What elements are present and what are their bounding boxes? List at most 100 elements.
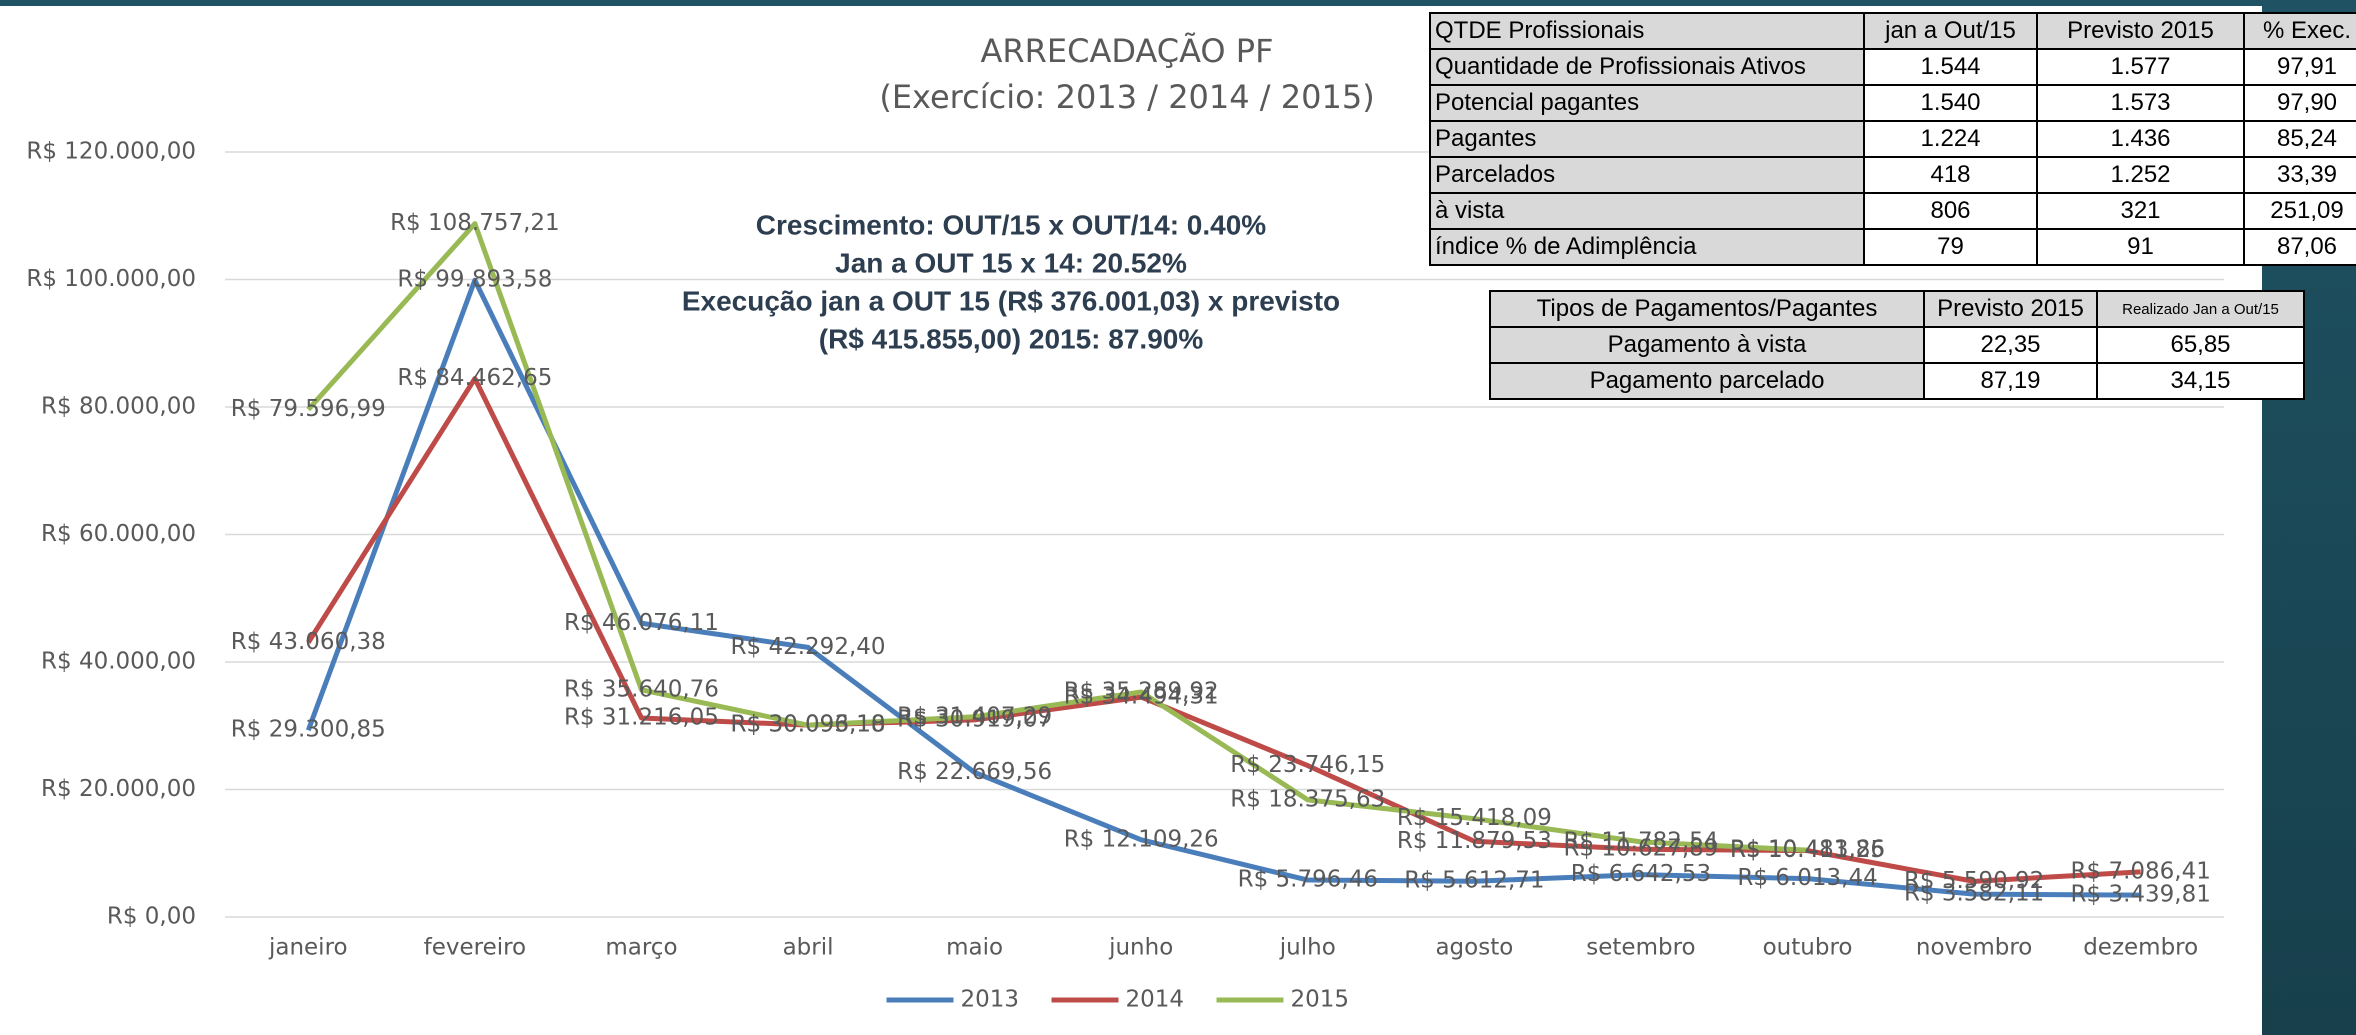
- table-cell: 34,15: [2096, 362, 2305, 400]
- legend-label: 2015: [1291, 987, 1350, 1013]
- data-label: R$ 12.109,26: [1064, 826, 1219, 852]
- table-payments: Tipos de Pagamentos/Pagantes Previsto 201…: [1489, 290, 2305, 400]
- data-label: R$ 15.418,09: [1397, 805, 1552, 831]
- table-cell: 806: [1863, 192, 2038, 230]
- y-tick-label: R$ 120.000,00: [26, 139, 196, 165]
- table-row: Potencial pagantes 1.540 1.573 97,90: [1429, 84, 2356, 122]
- table-row: Quantidade de Profissionais Ativos 1.544 1…: [1429, 48, 2356, 86]
- y-tick-label: R$ 60.000,00: [41, 521, 196, 547]
- series-line: [306, 376, 2141, 884]
- table-cell: jan a Out/15: [1863, 12, 2038, 50]
- y-tick-label: R$ 100.000,00: [26, 266, 196, 292]
- data-label: R$ 5.612,71: [1404, 868, 1544, 894]
- data-label: R$ 6.642,53: [1571, 861, 1711, 887]
- table-cell: 1.544: [1863, 48, 2038, 86]
- table-row: Pagamento parcelado 87,19 34,15: [1489, 362, 2305, 400]
- annotation: Jan a OUT 15 x 14: 20.52%: [835, 247, 1187, 278]
- annotation: Execução jan a OUT 15 (R$ 376.001,03) x …: [682, 285, 1340, 316]
- data-label: R$ 3.582,11: [1904, 881, 2044, 907]
- x-tick-label: fevereiro: [424, 935, 527, 961]
- x-tick-label: agosto: [1435, 935, 1513, 961]
- table-row: Parcelados 418 1.252 33,39: [1429, 156, 2356, 194]
- table-cell: 418: [1863, 156, 2038, 194]
- table-cell: índice % de Adimplência: [1429, 228, 1865, 266]
- table-cell: Pagamento parcelado: [1489, 362, 1925, 400]
- y-tick-label: R$ 0,00: [107, 904, 196, 930]
- y-tick-label: R$ 40.000,00: [41, 649, 196, 675]
- data-label: R$ 6.013,44: [1737, 865, 1877, 891]
- table-cell: 97,91: [2243, 48, 2356, 86]
- x-tick-label: julho: [1279, 935, 1336, 961]
- data-label: R$ 7.086,41: [2071, 858, 2211, 884]
- table-cell: 87,19: [1923, 362, 2098, 400]
- table-cell: Potencial pagantes: [1429, 84, 1865, 122]
- table-cell: Tipos de Pagamentos/Pagantes: [1489, 290, 1925, 328]
- data-label: R$ 10.411,25: [1730, 837, 1885, 863]
- table-cell: 97,90: [2243, 84, 2356, 122]
- x-tick-label: maio: [946, 935, 1003, 961]
- table-cell: 85,24: [2243, 120, 2356, 158]
- data-label: R$ 10.627,89: [1563, 836, 1718, 862]
- data-label: R$ 108.757,21: [390, 210, 560, 236]
- table-row: índice % de Adimplência 79 91 87,06: [1429, 228, 2356, 266]
- data-label: R$ 43.060,38: [231, 629, 386, 655]
- table-cell: QTDE Profissionais: [1429, 12, 1865, 50]
- table-cell: 1.540: [1863, 84, 2038, 122]
- table-row: QTDE Profissionais jan a Out/15 Previsto 2…: [1429, 12, 2356, 50]
- data-label: R$ 31.216,05: [564, 704, 719, 730]
- table-row: à vista 806 321 251,09: [1429, 192, 2356, 230]
- data-label: R$ 10.483,86: [1730, 837, 1885, 863]
- table-cell: % Exec.: [2243, 12, 2356, 50]
- legend-label: 2014: [1126, 987, 1185, 1013]
- data-label: R$ 30.093,18: [731, 712, 886, 738]
- data-label: R$ 34.494,31: [1064, 684, 1219, 710]
- data-label: R$ 11.879,53: [1397, 828, 1552, 854]
- table-cell: 79: [1863, 228, 2038, 266]
- data-label: R$ 23.746,15: [1230, 752, 1385, 778]
- data-label: R$ 5.796,46: [1238, 867, 1378, 893]
- top-band: [0, 0, 2356, 6]
- table-cell: 321: [2036, 192, 2245, 230]
- table-row: Pagamento à vista 22,35 65,85: [1489, 326, 2305, 364]
- legend-label: 2013: [961, 987, 1020, 1013]
- chart-title: ARRECADAÇÃO PF: [981, 32, 1274, 70]
- table-cell: 65,85: [2096, 326, 2305, 364]
- table-cell: Quantidade de Profissionais Ativos: [1429, 48, 1865, 86]
- x-tick-label: junho: [1108, 935, 1173, 961]
- table-cell: 87,06: [2243, 228, 2356, 266]
- table-cell: 91: [2036, 228, 2245, 266]
- data-label: R$ 29.300,85: [231, 717, 386, 743]
- x-tick-label: setembro: [1586, 935, 1695, 961]
- table-cell: 33,39: [2243, 156, 2356, 194]
- table-cell: Pagantes: [1429, 120, 1865, 158]
- annotation: Crescimento: OUT/15 x OUT/14: 0.40%: [756, 209, 1267, 240]
- data-label: R$ 46.076,11: [564, 610, 719, 636]
- data-label: R$ 35.289,92: [1064, 679, 1219, 705]
- x-tick-label: janeiro: [268, 935, 348, 961]
- data-label: R$ 11.782,54: [1563, 828, 1718, 854]
- table-cell: 1.224: [1863, 120, 2038, 158]
- data-label: R$ 30.096,10: [731, 712, 886, 738]
- data-label: R$ 18.375,63: [1230, 786, 1385, 812]
- x-tick-label: dezembro: [2083, 935, 2198, 961]
- data-label: R$ 42.292,40: [731, 634, 886, 660]
- data-label: R$ 79.596,99: [231, 396, 386, 422]
- table-cell: Parcelados: [1429, 156, 1865, 194]
- table-cell: 1.577: [2036, 48, 2245, 86]
- table-cell: à vista: [1429, 192, 1865, 230]
- table-cell: 251,09: [2243, 192, 2356, 230]
- data-label: R$ 3.439,81: [2071, 882, 2211, 908]
- table-row: Pagantes 1.224 1.436 85,24: [1429, 120, 2356, 158]
- table-row: Tipos de Pagamentos/Pagantes Previsto 201…: [1489, 290, 2305, 328]
- table-professionals: QTDE Profissionais jan a Out/15 Previsto 2…: [1429, 12, 2356, 266]
- data-label: R$ 22.669,56: [897, 759, 1052, 785]
- table-cell: 1.573: [2036, 84, 2245, 122]
- data-label: R$ 31.407,29: [897, 703, 1052, 729]
- data-label: R$ 99.893,58: [397, 267, 552, 293]
- series-line: [306, 221, 1808, 853]
- data-label: R$ 84.462,65: [397, 365, 552, 391]
- series-line: [305, 277, 2141, 898]
- chart-subtitle: (Exercício: 2013 / 2014 / 2015): [879, 78, 1374, 116]
